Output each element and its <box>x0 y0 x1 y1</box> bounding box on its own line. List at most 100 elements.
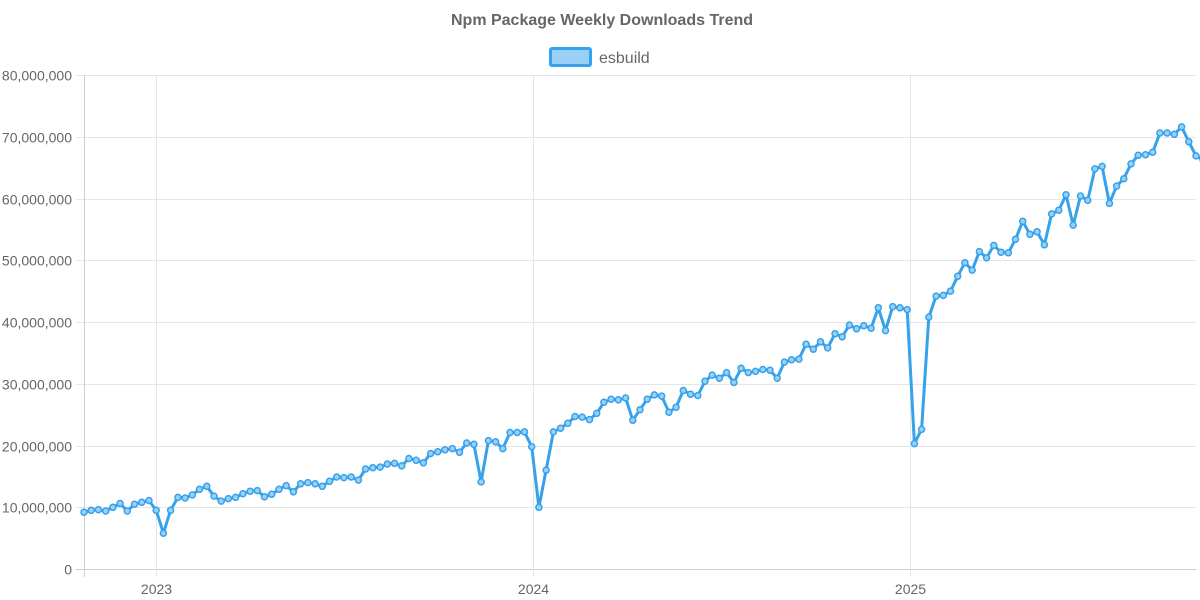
data-point[interactable] <box>1120 174 1128 183</box>
legend[interactable]: esbuild <box>549 47 650 68</box>
data-point[interactable] <box>1083 196 1092 205</box>
data-point[interactable] <box>614 396 623 404</box>
data-point[interactable] <box>1018 217 1027 226</box>
data-point[interactable] <box>325 477 334 486</box>
data-point[interactable] <box>874 304 883 312</box>
data-point[interactable] <box>318 482 327 491</box>
data-point[interactable] <box>1055 206 1063 214</box>
data-point[interactable] <box>730 378 738 387</box>
data-point[interactable] <box>708 371 716 379</box>
data-point[interactable] <box>434 447 442 456</box>
data-point[interactable] <box>542 466 550 474</box>
data-point[interactable] <box>592 409 601 418</box>
data-point[interactable] <box>672 403 680 411</box>
data-point[interactable] <box>239 489 247 498</box>
data-point[interactable] <box>657 392 666 400</box>
data-point[interactable] <box>116 499 124 508</box>
data-point[interactable] <box>910 439 919 448</box>
data-point[interactable] <box>210 492 218 500</box>
data-point[interactable] <box>181 494 189 502</box>
data-point[interactable] <box>643 395 651 403</box>
data-point[interactable] <box>1105 199 1114 208</box>
data-point[interactable] <box>990 241 998 250</box>
data-point[interactable] <box>679 386 688 395</box>
data-point[interactable] <box>275 485 283 494</box>
data-point[interactable] <box>1134 151 1142 160</box>
data-point[interactable] <box>773 374 781 382</box>
data-point[interactable] <box>1026 230 1034 239</box>
data-point[interactable] <box>332 473 341 481</box>
data-point[interactable] <box>412 456 420 465</box>
data-point[interactable] <box>759 365 767 374</box>
data-point[interactable] <box>1076 192 1085 200</box>
data-point[interactable] <box>867 324 875 332</box>
data-point[interactable] <box>701 377 709 386</box>
data-point[interactable] <box>549 428 558 436</box>
data-point[interactable] <box>224 494 233 503</box>
data-point[interactable] <box>174 493 182 502</box>
data-point[interactable] <box>260 493 269 501</box>
data-point[interactable] <box>87 506 95 515</box>
data-point[interactable] <box>455 448 464 457</box>
data-point[interactable] <box>289 488 298 496</box>
data-point[interactable] <box>340 473 348 482</box>
data-point[interactable] <box>925 313 933 321</box>
data-point[interactable] <box>520 428 529 436</box>
data-point[interactable] <box>650 391 659 399</box>
data-point[interactable] <box>787 355 796 364</box>
data-point[interactable] <box>585 415 594 424</box>
data-point[interactable] <box>1062 191 1070 199</box>
data-point[interactable] <box>845 321 854 329</box>
data-point[interactable] <box>506 428 514 437</box>
data-point[interactable] <box>1141 150 1150 159</box>
data-point[interactable] <box>246 487 254 495</box>
data-point[interactable] <box>462 439 471 447</box>
data-point[interactable] <box>860 321 868 330</box>
data-point[interactable] <box>361 465 370 473</box>
data-point[interactable] <box>1185 137 1193 146</box>
data-point[interactable] <box>448 444 457 453</box>
data-point[interactable] <box>1069 221 1077 229</box>
data-point[interactable] <box>159 529 168 537</box>
data-point[interactable] <box>823 344 832 352</box>
data-point[interactable] <box>1004 249 1013 257</box>
data-point[interactable] <box>831 329 839 338</box>
data-point[interactable] <box>932 292 940 300</box>
data-point[interactable] <box>491 438 500 446</box>
data-point[interactable] <box>917 425 926 434</box>
data-point[interactable] <box>1177 123 1186 131</box>
data-point[interactable] <box>629 416 637 424</box>
data-point[interactable] <box>881 326 890 335</box>
data-point[interactable] <box>852 325 861 333</box>
data-point[interactable] <box>1148 148 1157 156</box>
data-point[interactable] <box>737 364 745 373</box>
data-point[interactable] <box>816 338 825 346</box>
data-point[interactable] <box>253 486 262 495</box>
data-point[interactable] <box>694 391 702 400</box>
data-point[interactable] <box>600 398 608 407</box>
data-point[interactable] <box>484 436 493 445</box>
data-point[interactable] <box>809 345 818 353</box>
data-point[interactable] <box>145 496 153 505</box>
data-point[interactable] <box>1098 162 1106 171</box>
data-point[interactable] <box>267 490 276 499</box>
data-point[interactable] <box>1170 130 1179 139</box>
data-point[interactable] <box>744 368 753 377</box>
data-point[interactable] <box>217 497 225 505</box>
data-point[interactable] <box>123 507 132 515</box>
data-point[interactable] <box>1112 182 1121 190</box>
data-point[interactable] <box>946 287 955 295</box>
data-point[interactable] <box>405 454 413 463</box>
data-point[interactable] <box>535 503 543 512</box>
data-point[interactable] <box>780 358 789 366</box>
data-point[interactable] <box>390 459 399 468</box>
data-point[interactable] <box>715 374 724 382</box>
data-point[interactable] <box>94 505 103 514</box>
data-point[interactable] <box>166 506 175 515</box>
data-point[interactable] <box>203 482 211 491</box>
data-point[interactable] <box>347 473 355 481</box>
data-point[interactable] <box>1156 129 1164 137</box>
data-point[interactable] <box>961 258 969 267</box>
data-point[interactable] <box>419 459 428 467</box>
data-point[interactable] <box>997 248 1005 256</box>
